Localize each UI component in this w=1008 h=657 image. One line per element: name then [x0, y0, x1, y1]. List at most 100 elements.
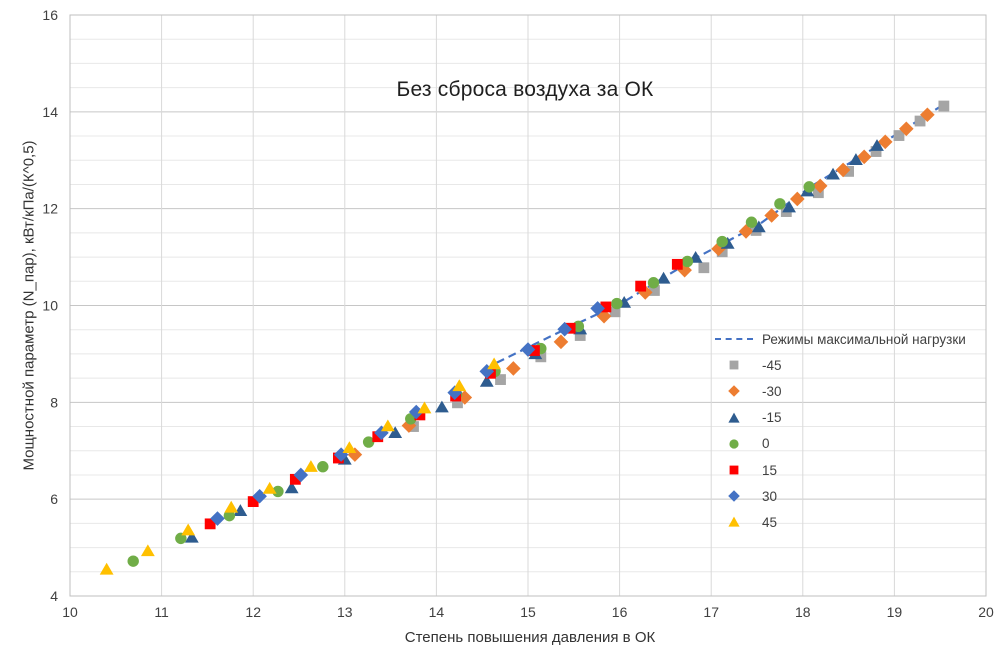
marker-diamond — [856, 149, 872, 165]
legend-square-icon — [729, 465, 739, 475]
y-tick-label: 8 — [50, 394, 58, 410]
marker-circle — [774, 198, 786, 210]
legend-row: 0 — [700, 431, 1000, 457]
marker-triangle — [849, 153, 863, 165]
legend-diamond-icon — [728, 490, 740, 503]
legend-row: -45 — [700, 352, 1000, 378]
marker-circle — [681, 255, 694, 268]
marker-triangle — [434, 400, 449, 413]
marker-square — [289, 473, 301, 485]
legend-diamond-icon — [728, 385, 740, 398]
marker-triangle — [140, 544, 155, 557]
marker-triangle — [417, 401, 432, 414]
marker-square — [870, 146, 882, 157]
chart-title: Без сброса воздуха за ОК — [396, 78, 654, 101]
legend-label-series: -15 — [762, 410, 782, 426]
legend-label-series: 15 — [762, 462, 778, 478]
marker-diamond — [408, 404, 424, 420]
x-tick-label: 13 — [337, 604, 353, 620]
x-tick-label: 11 — [154, 604, 169, 620]
marker-diamond — [252, 488, 267, 504]
marker-circle — [362, 436, 375, 448]
plot-border — [69, 14, 987, 597]
marker-square — [574, 330, 586, 341]
legend-marker-box — [714, 357, 754, 373]
marker-square — [914, 115, 926, 127]
legend-square-icon — [729, 360, 739, 370]
marker-triangle — [388, 426, 403, 439]
marker-circle — [716, 235, 728, 248]
x-tick-label: 14 — [429, 604, 445, 620]
marker-diamond — [333, 447, 349, 462]
marker-diamond — [479, 364, 495, 379]
marker-triangle — [751, 220, 766, 233]
marker-triangle — [304, 460, 318, 472]
marker-diamond — [506, 361, 521, 376]
marker-diamond — [590, 301, 605, 316]
marker-diamond — [764, 208, 779, 223]
marker-diamond — [920, 107, 935, 123]
x-axis-title: Степень повышения давления в ОК — [404, 629, 656, 646]
x-tick-label: 15 — [520, 604, 536, 620]
marker-square — [812, 187, 824, 199]
marker-square — [529, 345, 540, 356]
marker-diamond — [553, 334, 569, 350]
marker-square — [204, 518, 216, 530]
legend-label-series: 45 — [762, 514, 778, 530]
legend-row: 30 — [700, 483, 1000, 509]
legend-row: -15 — [700, 405, 1000, 431]
legend-marker-box — [714, 338, 754, 341]
marker-triangle — [284, 481, 299, 494]
marker-diamond — [812, 178, 828, 194]
x-tick-label: 12 — [245, 604, 261, 620]
marker-circle — [803, 181, 815, 193]
marker-diamond — [347, 447, 363, 462]
y-tick-label: 4 — [50, 588, 58, 604]
legend-label-series: -45 — [762, 357, 782, 373]
marker-circle — [317, 461, 329, 473]
marker-circle — [647, 277, 660, 289]
x-tick-label: 10 — [62, 604, 78, 620]
marker-diamond — [557, 321, 572, 337]
marker-triangle — [184, 530, 199, 543]
marker-square — [372, 431, 384, 443]
marker-triangle — [224, 500, 239, 513]
x-tick-label: 19 — [887, 604, 903, 620]
marker-diamond — [877, 134, 893, 150]
legend-marker-box — [714, 462, 754, 478]
marker-diamond — [210, 511, 225, 526]
marker-diamond — [520, 342, 536, 357]
y-tick-label: 12 — [42, 201, 58, 217]
marker-triangle — [826, 167, 840, 180]
marker-triangle — [99, 562, 114, 575]
legend-triangle-icon — [728, 517, 740, 528]
marker-square — [938, 100, 950, 112]
legend-label-series: 0 — [762, 436, 770, 452]
marker-circle — [175, 532, 187, 545]
legend-row: Режимы максимальной нагрузки — [700, 326, 1000, 352]
marker-triangle — [181, 523, 196, 536]
dashed-line-icon — [715, 338, 753, 341]
legend-marker-box — [714, 383, 754, 399]
marker-diamond — [899, 121, 914, 137]
legend-label-series: 30 — [762, 488, 778, 504]
marker-triangle — [452, 379, 467, 392]
legend-circle-icon — [729, 439, 739, 449]
legend-label-series: -30 — [762, 383, 782, 399]
marker-triangle — [233, 504, 248, 516]
marker-diamond — [293, 467, 309, 483]
marker-square — [609, 306, 621, 318]
legend-marker-box — [714, 514, 754, 530]
legend-marker-box — [714, 436, 754, 452]
marker-diamond — [677, 262, 692, 278]
marker-square — [452, 397, 463, 409]
x-tick-label: 16 — [612, 604, 628, 620]
marker-triangle — [380, 419, 395, 432]
y-tick-label: 6 — [50, 491, 58, 507]
marker-square — [698, 262, 710, 274]
legend-row: -30 — [700, 378, 1000, 404]
y-tick-label: 14 — [42, 104, 58, 120]
legend: Режимы максимальной нагрузки -45 -30 -15 0 15… — [700, 326, 1000, 536]
